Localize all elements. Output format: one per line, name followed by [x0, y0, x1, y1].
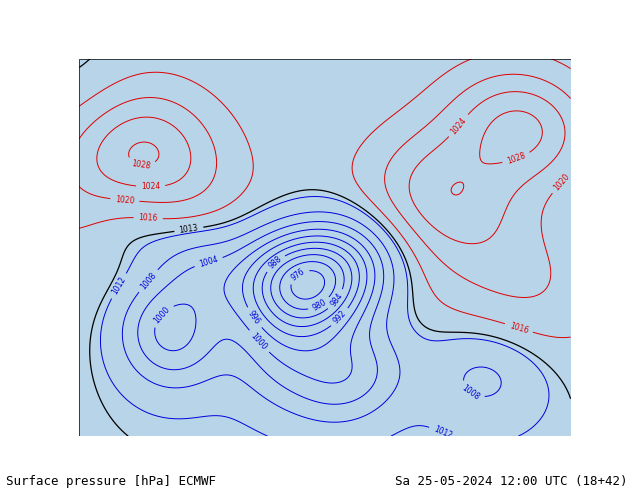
Text: 988: 988 — [267, 255, 283, 271]
Text: 1004: 1004 — [198, 255, 219, 269]
Text: 1020: 1020 — [552, 172, 572, 193]
Text: 1012: 1012 — [110, 275, 127, 296]
Text: Sa 25-05-2024 12:00 UTC (18+42): Sa 25-05-2024 12:00 UTC (18+42) — [395, 474, 628, 488]
Text: 992: 992 — [332, 309, 348, 326]
Text: 1016: 1016 — [508, 321, 529, 335]
Bar — [79, 59, 571, 436]
Text: 1012: 1012 — [432, 425, 453, 441]
Text: 1024: 1024 — [449, 116, 469, 136]
Text: 984: 984 — [328, 292, 344, 308]
Text: 1020: 1020 — [115, 195, 135, 205]
Text: 996: 996 — [246, 309, 262, 326]
Text: Surface pressure [hPa] ECMWF: Surface pressure [hPa] ECMWF — [6, 474, 216, 488]
Text: 1013: 1013 — [179, 223, 199, 235]
Text: 1024: 1024 — [141, 182, 160, 192]
Text: 1000: 1000 — [249, 331, 269, 352]
Text: 976: 976 — [289, 267, 306, 283]
Text: 1008: 1008 — [460, 383, 481, 402]
Text: 1028: 1028 — [506, 151, 527, 166]
Text: 1000: 1000 — [152, 304, 172, 325]
Text: 1016: 1016 — [138, 213, 158, 223]
Text: 1008: 1008 — [139, 270, 158, 291]
Text: 980: 980 — [311, 297, 328, 313]
Text: 1028: 1028 — [131, 159, 152, 171]
